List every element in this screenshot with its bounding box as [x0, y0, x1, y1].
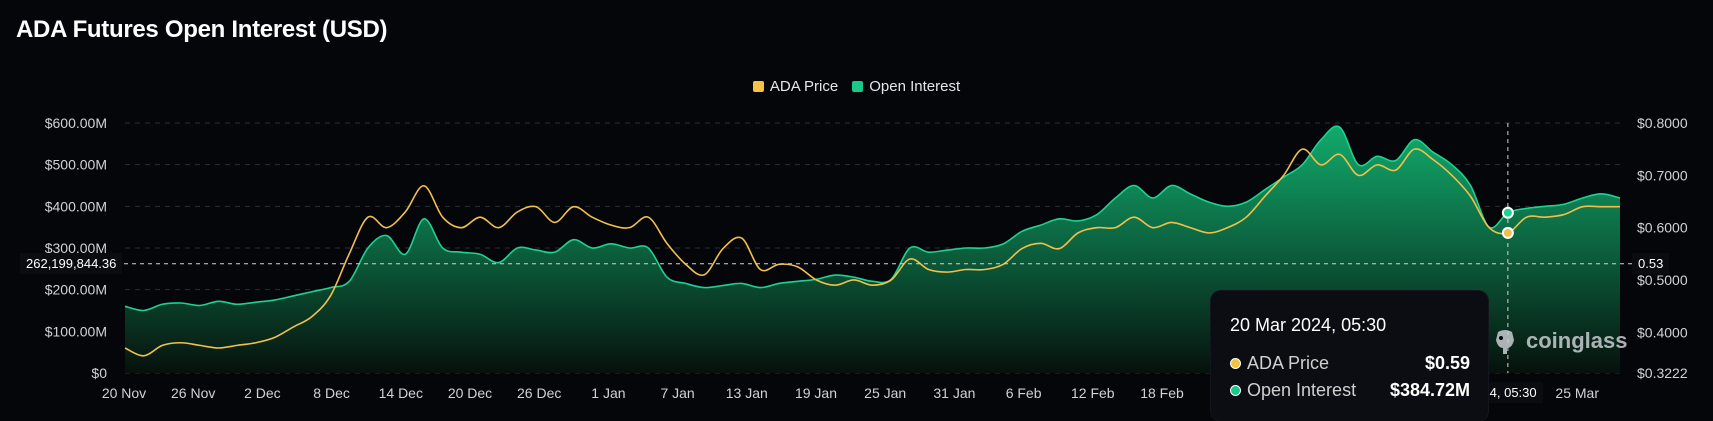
y-left-tick-label: $200.00M [45, 282, 107, 298]
ada-price-line [124, 148, 1620, 357]
x-tick-label: 20 Dec [448, 385, 492, 401]
x-tick-label: 19 Jan [795, 385, 837, 401]
x-tick-label: 26 Dec [517, 385, 561, 401]
x-tick-label: 1 Jan [591, 385, 625, 401]
crosshair-right-value: 0.53 [1632, 252, 1670, 274]
x-tick-label: 12 Feb [1071, 385, 1115, 401]
legend-item-open-interest[interactable]: Open Interest [852, 78, 960, 95]
tooltip-value-open-interest: $384.72M [1389, 380, 1470, 400]
x-tick-label: 8 Dec [313, 385, 350, 401]
legend-label-open-interest: Open Interest [869, 78, 961, 95]
highlight-point-price [1501, 226, 1514, 239]
watermark: coinglass [1490, 326, 1627, 356]
x-tick-label: 20 Nov [102, 385, 146, 401]
y-left-tick-label: $400.00M [45, 198, 107, 214]
tooltip-row-price: ADA Price $0.59 [1230, 353, 1470, 374]
y-left-tick-label: $600.00M [45, 115, 107, 131]
tooltip-row-open-interest: Open Interest $384.72M [1230, 380, 1470, 401]
highlight-point-oi [1501, 206, 1514, 219]
y-right-tick-label: $0.8000 [1637, 115, 1688, 131]
x-tick-label: 18 Feb [1140, 385, 1184, 401]
x-tick-label: 6 Feb [1006, 385, 1042, 401]
tooltip: 20 Mar 2024, 05:30 ADA Price $0.59 Open … [1211, 291, 1488, 421]
x-tick-label: 7 Jan [660, 385, 694, 401]
y-left-tick-label: $300.00M [45, 240, 107, 256]
x-tick-label: 2 Dec [244, 385, 281, 401]
y-right-tick-label: $0.7000 [1637, 167, 1688, 183]
y-right-tick-label: $0.6000 [1637, 220, 1688, 236]
x-tick-label: 25 Jan [864, 385, 906, 401]
y-axis-right: $0.3222 $0.4000 $0.5000 $0.6000 $0.7000 $0.80… [1637, 115, 1688, 381]
tooltip-label-price: ADA Price [1247, 353, 1330, 373]
crosshair-left-value: 262,199,844.36 [20, 252, 123, 274]
legend-item-price[interactable]: ADA Price [752, 78, 839, 95]
chart-title: ADA Futures Open Interest (USD) [16, 16, 388, 43]
tooltip-label-open-interest: Open Interest [1247, 380, 1357, 400]
y-right-tick-label: $0.4000 [1637, 324, 1688, 340]
y-left-tick-label: $100.00M [45, 323, 107, 339]
x-tick-label: 13 Jan [726, 385, 768, 401]
y-right-tick-label: $0.5000 [1637, 272, 1688, 288]
tooltip-date: 20 Mar 2024, 05:30 [1230, 315, 1387, 335]
x-tick-label: 25 Mar [1555, 385, 1599, 401]
legend-swatch-price [752, 81, 764, 92]
legend-label-price: ADA Price [769, 78, 839, 95]
y-right-tick-label: $0.3222 [1637, 365, 1688, 381]
x-tick-label: 26 Nov [171, 385, 215, 401]
y-left-tick-label: $500.00M [45, 157, 107, 173]
y-left-tick-label: $0 [91, 365, 107, 381]
tooltip-dot-open-interest [1230, 385, 1241, 396]
y-axis-left: $0 $100.00M $200.00M $300.00M $400.00M $500.0… [45, 115, 107, 381]
chart-legend: ADA Price Open Interest [0, 78, 1713, 95]
open-interest-line [124, 125, 1621, 312]
tooltip-value-price: $0.59 [1424, 353, 1470, 373]
coinglass-logo-icon [1496, 330, 1514, 354]
tooltip-dot-price [1230, 358, 1241, 369]
watermark-text: coinglass [1526, 328, 1628, 353]
x-tick-label: 14 Dec [379, 385, 423, 401]
x-tick-label: 31 Jan [933, 385, 975, 401]
legend-swatch-open-interest [852, 81, 864, 92]
